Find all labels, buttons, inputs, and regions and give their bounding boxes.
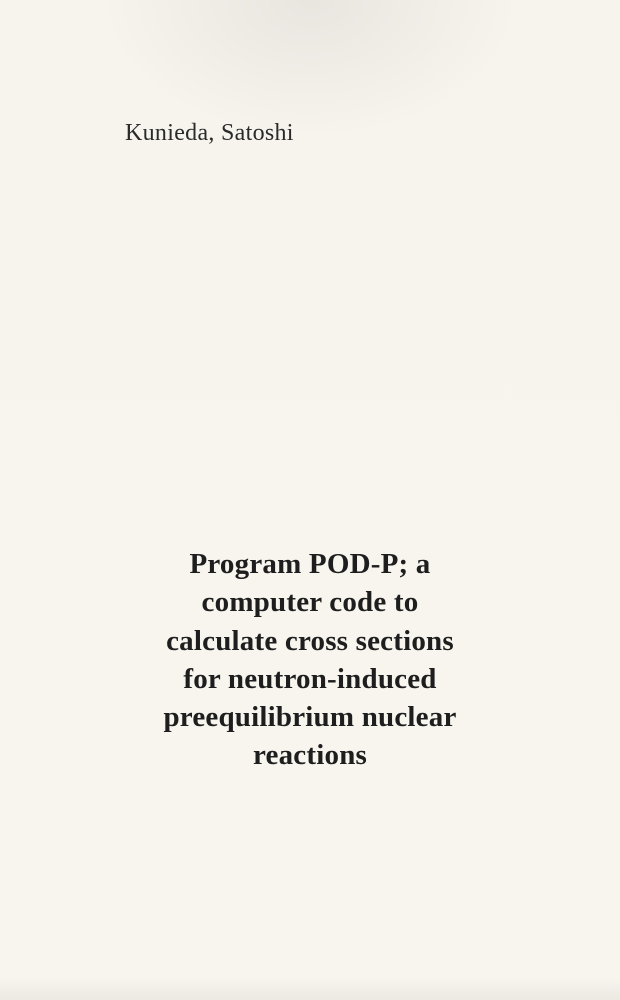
- document-title: Program POD-P; a computer code to calcul…: [70, 545, 550, 775]
- title-line-1: Program POD-P; a: [70, 545, 550, 583]
- title-line-3: calculate cross sections: [70, 622, 550, 660]
- title-line-6: reactions: [70, 736, 550, 774]
- title-line-5: preequilibrium nuclear: [70, 698, 550, 736]
- document-page: Kunieda, Satoshi Program POD-P; a comput…: [0, 0, 620, 1000]
- title-line-4: for neutron-induced: [70, 660, 550, 698]
- page-foot-shadow: [0, 978, 620, 1000]
- author-name: Kunieda, Satoshi: [125, 120, 294, 147]
- title-line-2: computer code to: [70, 583, 550, 621]
